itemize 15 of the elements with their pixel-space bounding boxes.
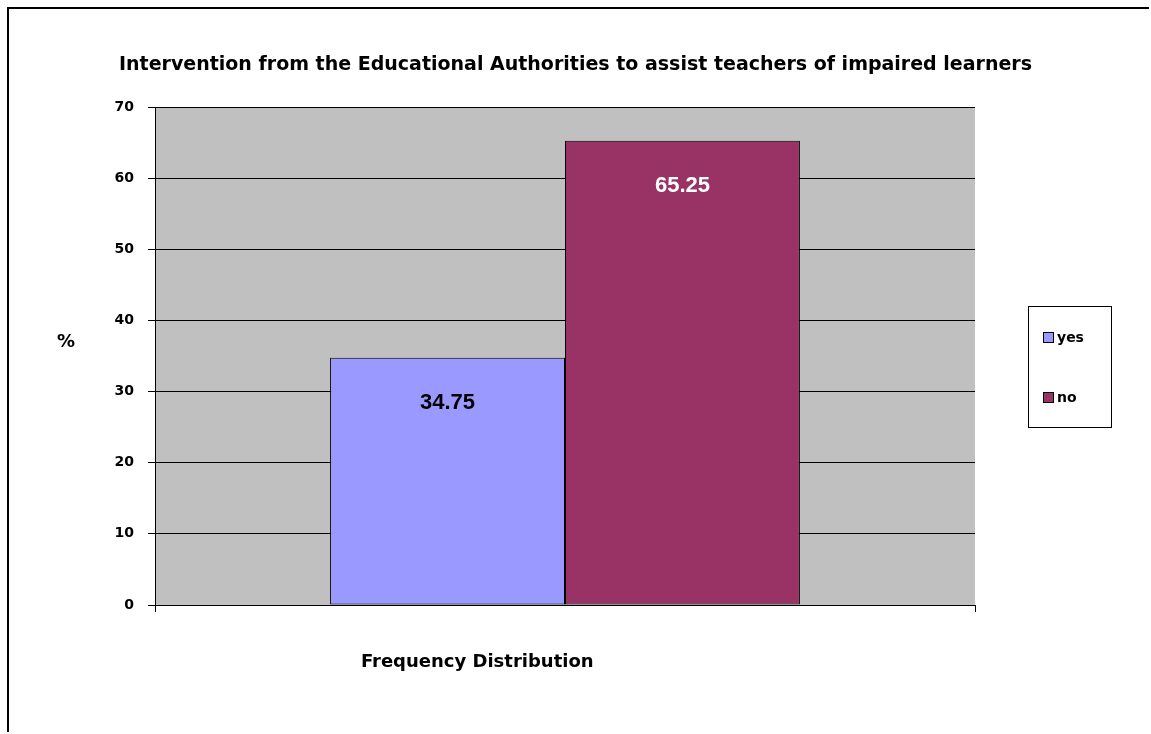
y-axis-title: % — [56, 329, 76, 351]
data-label: 65.25 — [654, 171, 710, 197]
y-tick-label: 70 — [114, 97, 135, 114]
y-tick-label: 20 — [114, 453, 135, 470]
data-label: 34.75 — [420, 388, 476, 414]
y-tick-label: 0 — [124, 595, 135, 612]
y-tick-label: 10 — [114, 524, 135, 541]
x-axis-title: Frequency Distribution — [360, 649, 594, 671]
y-tick-label: 60 — [114, 168, 135, 185]
y-tick-label: 40 — [114, 311, 135, 328]
chart-title: Intervention from the Educational Authorities to assist teachers of impaired learners — [118, 51, 1033, 74]
y-tick-label: 50 — [114, 239, 135, 256]
legend-label: yes — [1057, 329, 1084, 345]
y-tick-label: 30 — [114, 382, 135, 399]
legend-label: no — [1057, 389, 1077, 405]
